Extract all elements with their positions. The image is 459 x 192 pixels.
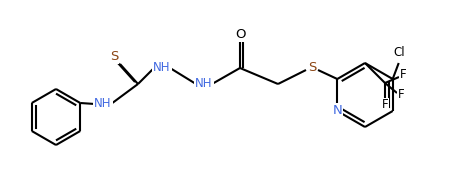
Text: F: F <box>399 69 405 81</box>
Text: O: O <box>235 27 246 41</box>
Text: NH: NH <box>94 98 112 111</box>
Text: S: S <box>307 61 315 74</box>
Text: NH: NH <box>195 78 212 90</box>
Text: NH: NH <box>153 61 170 74</box>
Text: Cl: Cl <box>392 46 403 60</box>
Text: F: F <box>381 98 387 112</box>
Text: N: N <box>332 104 341 118</box>
Text: F: F <box>397 89 403 102</box>
Text: S: S <box>110 50 118 63</box>
